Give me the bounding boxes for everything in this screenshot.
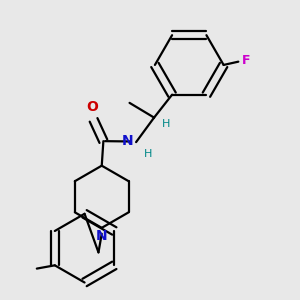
Text: F: F: [242, 53, 250, 67]
Text: H: H: [144, 149, 153, 159]
Text: H: H: [162, 119, 171, 129]
Text: N: N: [122, 134, 134, 148]
Text: N: N: [96, 230, 108, 244]
Text: O: O: [86, 100, 98, 114]
